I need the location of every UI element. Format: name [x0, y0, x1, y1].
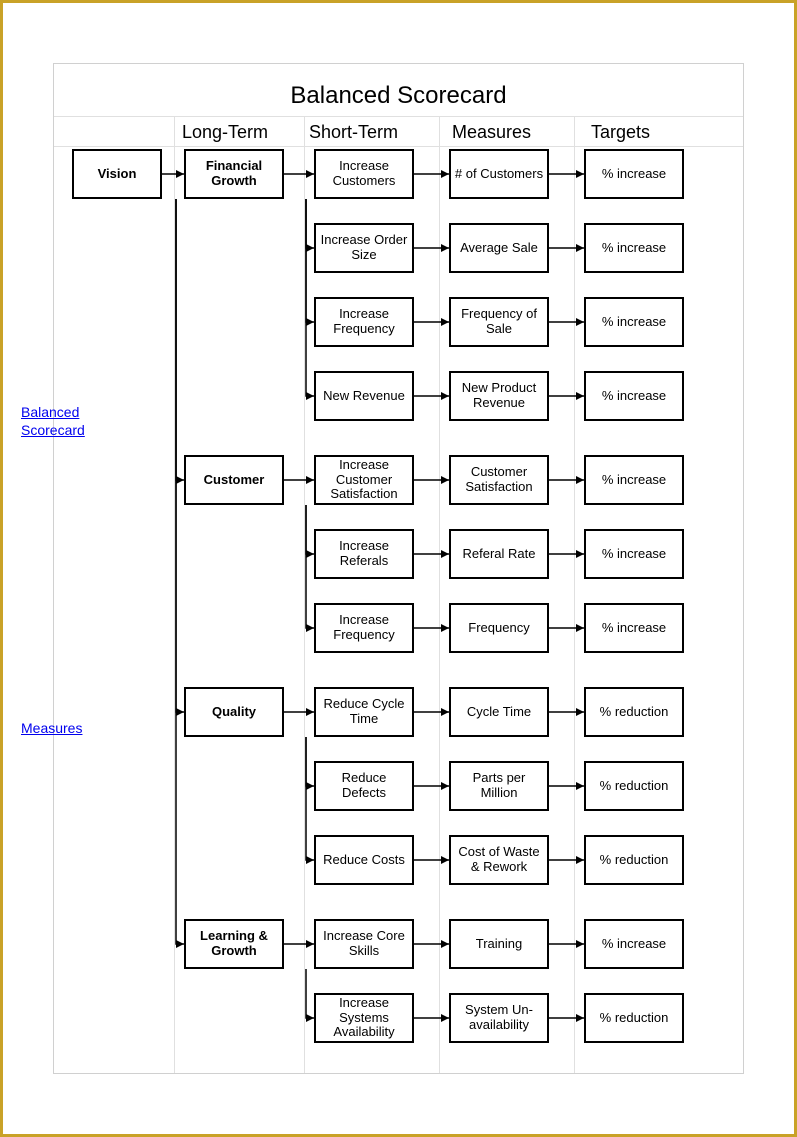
- target-box-1-0: % increase: [584, 455, 684, 505]
- vision-box: Vision: [72, 149, 162, 199]
- grid-vline: [439, 116, 440, 1073]
- shortterm-box-2-1: Reduce Defects: [314, 761, 414, 811]
- shortterm-box-0-2: Increase Frequency: [314, 297, 414, 347]
- measure-box-3-1: System Un-availability: [449, 993, 549, 1043]
- arrow-measure-target-0-1: [543, 242, 590, 254]
- arrow-measure-target-0-3: [543, 390, 590, 402]
- measure-box-1-2: Frequency: [449, 603, 549, 653]
- arrow-measure-target-1-0: [543, 474, 590, 486]
- target-box-3-1: % reduction: [584, 993, 684, 1043]
- arrow-short-measure-1-0: [408, 474, 455, 486]
- arrow-elbow-long-3: [170, 193, 190, 950]
- shortterm-box-0-0: Increase Customers: [314, 149, 414, 199]
- shortterm-box-2-2: Reduce Costs: [314, 835, 414, 885]
- target-box-2-1: % reduction: [584, 761, 684, 811]
- longterm-box-0: Financial Growth: [184, 149, 284, 199]
- arrow-measure-target-3-1: [543, 1012, 590, 1024]
- arrow-short-measure-0-0: [408, 168, 455, 180]
- diagram-title: Balanced Scorecard: [54, 82, 743, 110]
- arrow-elbow-long-1: [170, 193, 190, 486]
- arrow-measure-target-3-0: [543, 938, 590, 950]
- measure-box-0-2: Frequency of Sale: [449, 297, 549, 347]
- longterm-box-3: Learning & Growth: [184, 919, 284, 969]
- target-box-1-2: % increase: [584, 603, 684, 653]
- measure-box-1-0: Customer Satisfaction: [449, 455, 549, 505]
- measure-box-0-1: Average Sale: [449, 223, 549, 273]
- arrow-short-measure-2-1: [408, 780, 455, 792]
- target-box-0-2: % increase: [584, 297, 684, 347]
- diagram-sheet: Balanced Scorecard Long-Term Short-Term Me…: [53, 63, 744, 1074]
- column-header-targets: Targets: [591, 122, 650, 143]
- column-header-short: Short-Term: [309, 122, 398, 143]
- arrow-short-measure-1-1: [408, 548, 455, 560]
- target-box-0-3: % increase: [584, 371, 684, 421]
- target-box-0-0: % increase: [584, 149, 684, 199]
- target-box-1-1: % increase: [584, 529, 684, 579]
- grid-hline: [54, 116, 743, 117]
- target-box-2-2: % reduction: [584, 835, 684, 885]
- column-header-long: Long-Term: [182, 122, 268, 143]
- side-link-measures[interactable]: Measures: [21, 719, 82, 737]
- column-header-measures: Measures: [452, 122, 531, 143]
- arrow-measure-target-2-0: [543, 706, 590, 718]
- measure-box-3-0: Training: [449, 919, 549, 969]
- side-link-balanced[interactable]: BalancedScorecard: [21, 403, 85, 439]
- measure-box-0-3: New Product Revenue: [449, 371, 549, 421]
- shortterm-box-0-3: New Revenue: [314, 371, 414, 421]
- measure-box-2-2: Cost of Waste & Rework: [449, 835, 549, 885]
- shortterm-box-0-1: Increase Order Size: [314, 223, 414, 273]
- measure-box-0-0: # of Customers: [449, 149, 549, 199]
- arrow-measure-target-1-2: [543, 622, 590, 634]
- arrow-measure-target-0-0: [543, 168, 590, 180]
- measure-box-2-1: Parts per Million: [449, 761, 549, 811]
- side-link-measures-text: Measures: [21, 720, 82, 736]
- target-box-2-0: % reduction: [584, 687, 684, 737]
- page-outer: Balanced Scorecard Long-Term Short-Term Me…: [0, 0, 797, 1137]
- shortterm-box-3-0: Increase Core Skills: [314, 919, 414, 969]
- arrow-short-measure-0-1: [408, 242, 455, 254]
- target-box-3-0: % increase: [584, 919, 684, 969]
- arrow-short-measure-3-0: [408, 938, 455, 950]
- arrow-measure-target-0-2: [543, 316, 590, 328]
- longterm-box-2: Quality: [184, 687, 284, 737]
- shortterm-box-2-0: Reduce Cycle Time: [314, 687, 414, 737]
- arrow-measure-target-1-1: [543, 548, 590, 560]
- grid-vline: [574, 116, 575, 1073]
- arrow-measure-target-2-2: [543, 854, 590, 866]
- arrow-measure-target-2-1: [543, 780, 590, 792]
- shortterm-box-1-0: Increase Customer Satisfaction: [314, 455, 414, 505]
- arrow-short-measure-2-0: [408, 706, 455, 718]
- shortterm-box-3-1: Increase Systems Availability: [314, 993, 414, 1043]
- target-box-0-1: % increase: [584, 223, 684, 273]
- longterm-box-1: Customer: [184, 455, 284, 505]
- measure-box-2-0: Cycle Time: [449, 687, 549, 737]
- shortterm-box-1-1: Increase Referals: [314, 529, 414, 579]
- arrow-short-measure-0-3: [408, 390, 455, 402]
- arrow-short-measure-0-2: [408, 316, 455, 328]
- shortterm-box-1-2: Increase Frequency: [314, 603, 414, 653]
- side-link-balanced-text: BalancedScorecard: [21, 404, 85, 438]
- grid-vline: [174, 116, 175, 1073]
- arrow-short-measure-3-1: [408, 1012, 455, 1024]
- arrow-short-measure-2-2: [408, 854, 455, 866]
- arrow-short-measure-1-2: [408, 622, 455, 634]
- grid-vline: [304, 116, 305, 1073]
- grid-hline: [54, 146, 743, 147]
- measure-box-1-1: Referal Rate: [449, 529, 549, 579]
